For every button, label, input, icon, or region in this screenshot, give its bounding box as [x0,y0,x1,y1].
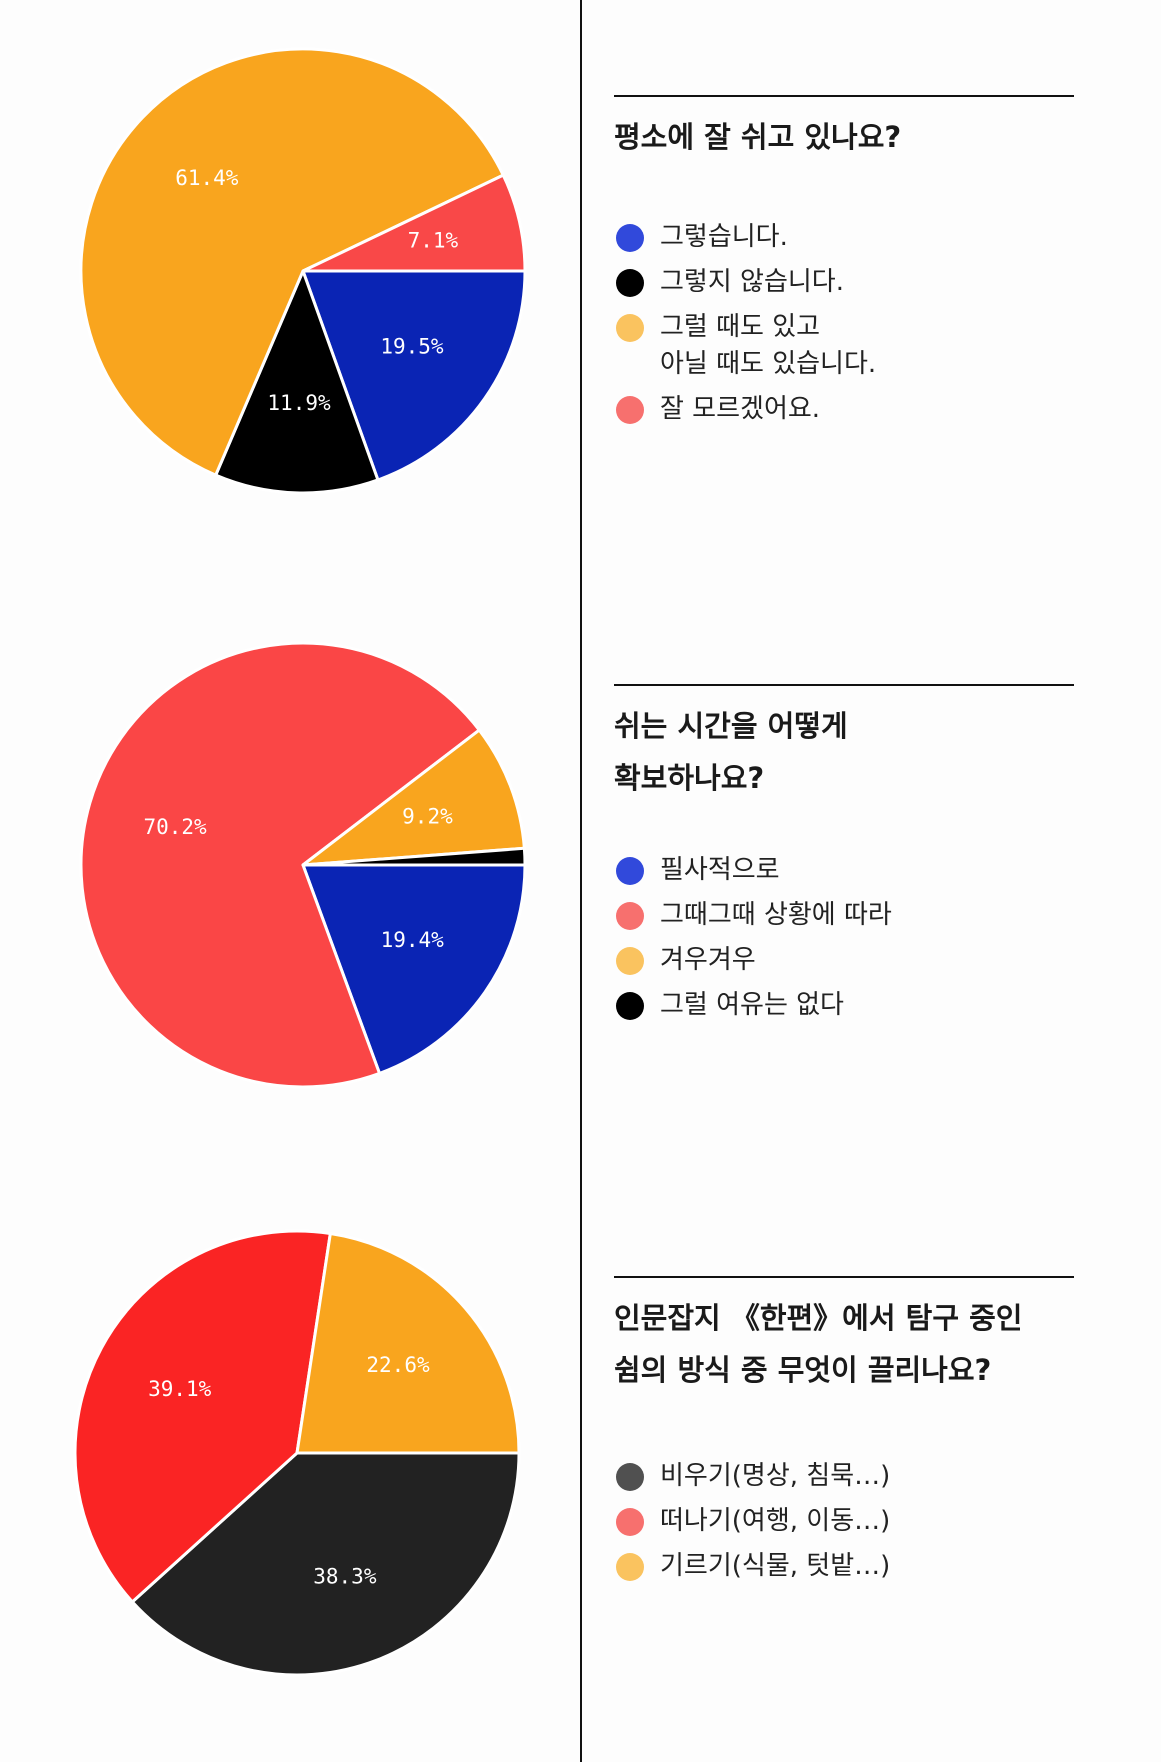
slice-value-label: 39.1% [148,1377,212,1401]
slice-value-label: 70.2% [143,815,207,839]
pie-slice [130,1451,521,1677]
legend-label: 잘 모르겠어요. [660,394,821,424]
legend-item: 그렇습니다. [614,219,1074,256]
pie-slice [73,1229,332,1604]
vertical-divider [580,0,582,1762]
pie-slice [301,863,527,1075]
panel-rule [614,684,1074,686]
pie-slice [79,641,481,1089]
legend-label: 그럴 여유는 없다 [660,990,844,1020]
legend-swatch [616,902,644,930]
legend-swatch [616,947,644,975]
question-title: 인문잡지 《한편》에서 탐구 중인 쉼의 방식 중 무엇이 끌리나요? [614,1301,1023,1387]
legend-item: 떠나기(여행, 이동…) [614,1503,1074,1540]
pie-slice [301,269,527,482]
slice-value-label: 7.1% [408,229,459,253]
slice-value-label: 9.2% [402,805,453,829]
pie-chart-rest-method: 38.3% 39.1% 22.6% [73,1229,521,1677]
legend-label: 기르기(식물, 텃밭…) [660,1551,891,1581]
slice-value-label: 22.6% [366,1353,430,1377]
panel-rule [614,95,1074,97]
pie-slice [301,173,527,273]
legend-label: 떠나기(여행, 이동…) [660,1506,891,1536]
legend-item: 겨우겨우 [614,942,1074,979]
legend-swatch [616,1553,644,1581]
legend-item: 그럴 때도 있고 아닐 때도 있습니다. [614,309,1074,383]
legend-label: 비우기(명상, 침묵…) [660,1461,891,1491]
slice-value-label: 11.9% [267,391,331,415]
legend: 비우기(명상, 침묵…) 떠나기(여행, 이동…) 기르기(식물, 텃밭…) [614,1458,1074,1585]
chart-panel-3: 인문잡지 《한편》에서 탐구 중인 쉼의 방식 중 무엇이 끌리나요? 비우기(… [614,1276,1074,1585]
pie-slice [301,728,526,867]
legend-item: 비우기(명상, 침묵…) [614,1458,1074,1495]
legend-swatch [616,1463,644,1491]
pie-slice [79,47,505,477]
slice-value-label: 38.3% [313,1564,377,1588]
pie-slice [214,269,380,495]
slice-value-label: 19.4% [381,928,445,952]
legend: 그렇습니다. 그렇지 않습니다. 그럴 때도 있고 아닐 때도 있습니다. 잘 모르겠… [614,219,1074,428]
slice-value-label: 19.5% [380,335,444,359]
legend-label: 겨우겨우 [660,945,756,975]
pie-chart-rest-time: 19.4% 70.2% 9.2% [79,641,527,1089]
pie-slice [301,846,527,867]
question-title: 평소에 잘 쉬고 있나요? [614,120,902,154]
legend-swatch [616,992,644,1020]
legend-swatch [616,1508,644,1536]
legend-swatch [616,857,644,885]
question-title: 쉬는 시간을 어떻게 확보하나요? [614,709,848,795]
chart-panel-1: 평소에 잘 쉬고 있나요? 그렇습니다. 그렇지 않습니다. 그럴 때도 있고 아닐… [614,95,1074,428]
legend-label: 그렇지 않습니다. [660,267,844,297]
legend-item: 기르기(식물, 텃밭…) [614,1548,1074,1585]
pie-slice [295,1232,521,1455]
legend-label: 필사적으로 [660,855,780,885]
legend-item: 그때그때 상황에 따라 [614,897,1074,934]
legend-item: 그렇지 않습니다. [614,264,1074,301]
legend-swatch [616,314,644,342]
legend-item: 잘 모르겠어요. [614,391,1074,428]
legend-swatch [616,396,644,424]
slice-value-label: 61.4% [175,166,239,190]
legend-swatch [616,224,644,252]
legend-item: 필사적으로 [614,852,1074,889]
legend-swatch [616,269,644,297]
legend-label: 그럴 때도 있고 아닐 때도 있습니다. [660,312,877,379]
panel-rule [614,1276,1074,1278]
legend-item: 그럴 여유는 없다 [614,987,1074,1024]
pie-chart-rest-often: 19.5% 11.9% 61.4% 7.1% [79,47,527,495]
legend-label: 그때그때 상황에 따라 [660,900,892,930]
legend-label: 그렇습니다. [660,222,788,252]
